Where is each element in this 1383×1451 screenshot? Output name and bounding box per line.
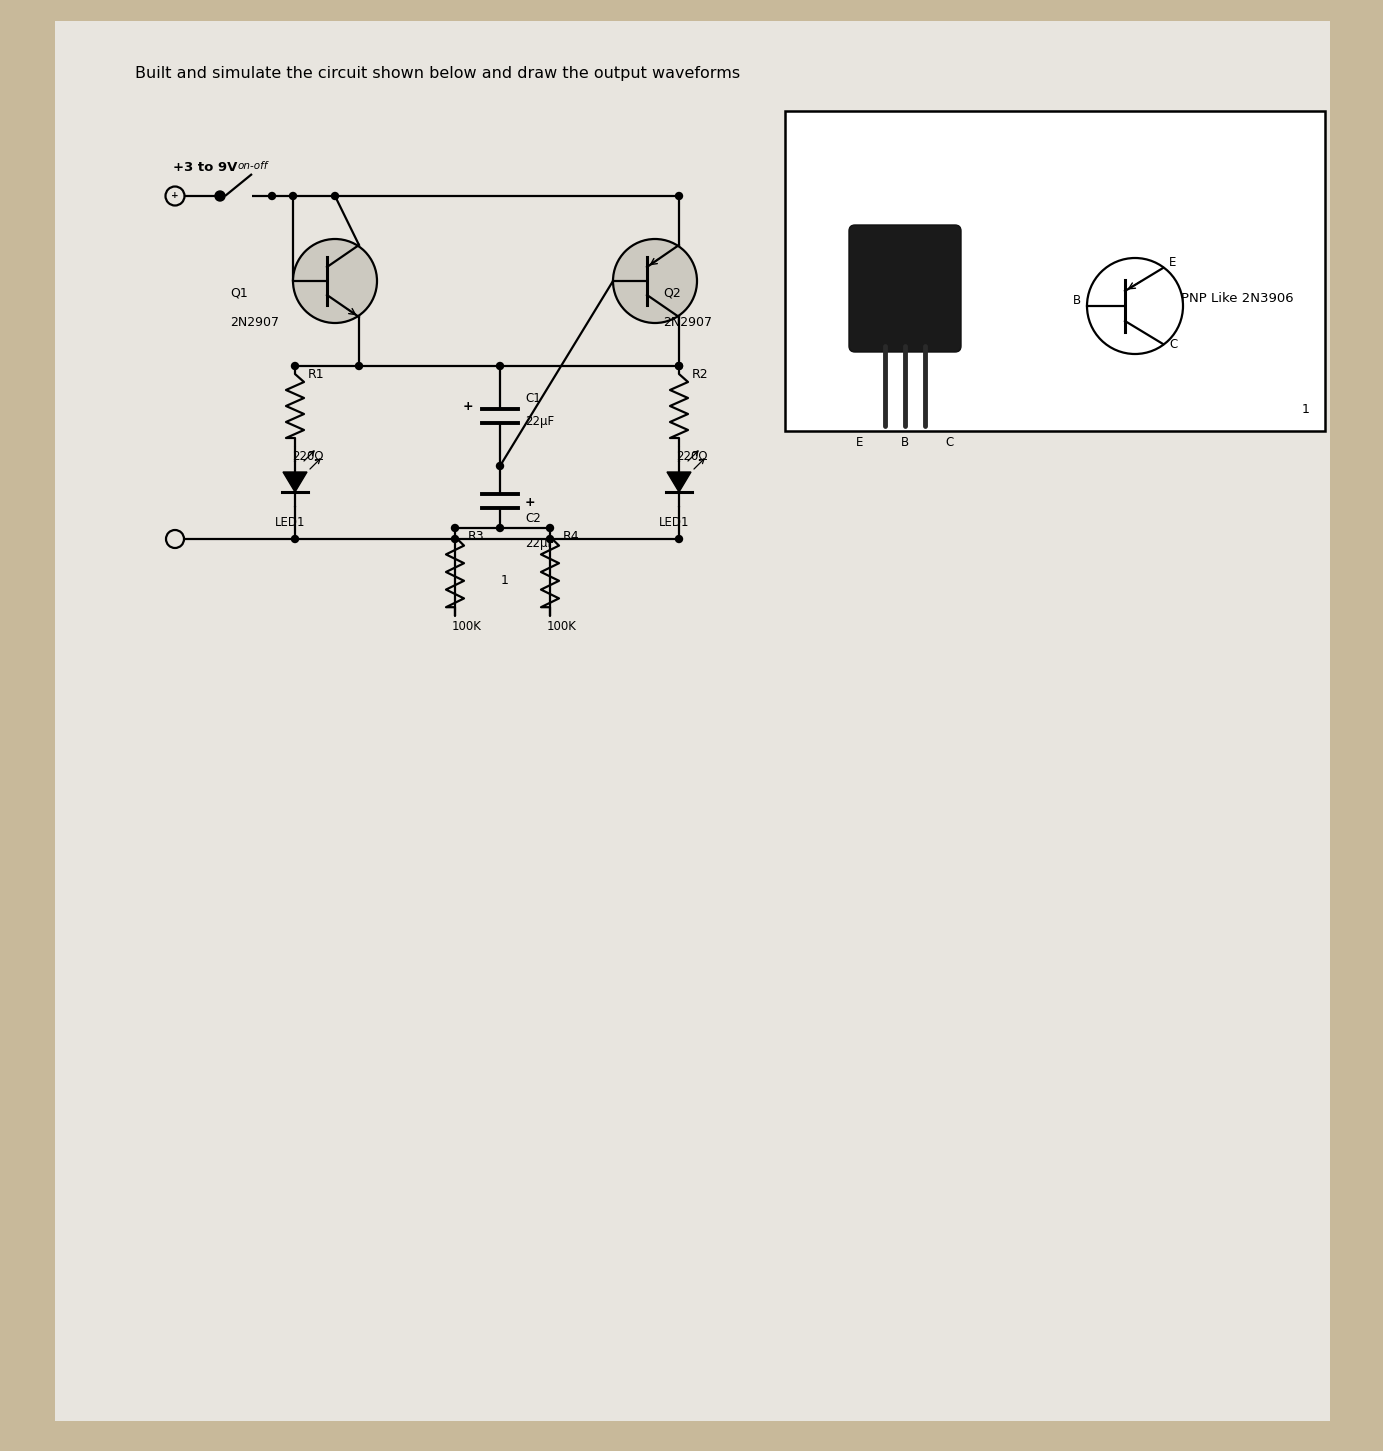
Circle shape: [292, 363, 299, 370]
Text: Q2: Q2: [662, 286, 680, 299]
Text: B: B: [900, 435, 909, 448]
Text: R3: R3: [467, 530, 484, 543]
Polygon shape: [284, 472, 307, 492]
Circle shape: [675, 193, 682, 199]
Text: PNP Like 2N3906: PNP Like 2N3906: [1181, 292, 1293, 305]
Circle shape: [214, 192, 225, 202]
Text: +: +: [171, 192, 178, 200]
Text: 2N2907: 2N2907: [662, 316, 712, 329]
Text: 220Ω: 220Ω: [292, 450, 324, 463]
Text: 1: 1: [1303, 403, 1310, 416]
FancyBboxPatch shape: [786, 110, 1325, 431]
Circle shape: [451, 524, 459, 531]
Text: +3 to 9V: +3 to 9V: [173, 161, 238, 174]
Text: C: C: [1169, 338, 1177, 351]
Text: LED1: LED1: [275, 517, 306, 530]
Text: B: B: [1073, 295, 1082, 308]
Text: R1: R1: [308, 369, 325, 382]
Circle shape: [675, 535, 682, 543]
Circle shape: [613, 239, 697, 324]
Text: C2: C2: [526, 512, 541, 525]
Text: Built and simulate the circuit shown below and draw the output waveforms: Built and simulate the circuit shown bel…: [136, 65, 740, 81]
Circle shape: [675, 363, 682, 370]
Text: 100K: 100K: [548, 620, 577, 633]
Circle shape: [546, 535, 553, 543]
Text: 1: 1: [501, 575, 509, 588]
Circle shape: [289, 193, 296, 199]
Text: 100K: 100K: [452, 620, 481, 633]
Circle shape: [268, 193, 275, 199]
Text: +: +: [462, 399, 473, 412]
Text: C1: C1: [526, 392, 541, 405]
Polygon shape: [667, 472, 692, 492]
Text: E: E: [1169, 257, 1177, 270]
FancyBboxPatch shape: [849, 225, 961, 353]
Text: on-off: on-off: [238, 161, 268, 171]
Text: 22μF: 22μF: [526, 537, 555, 550]
Text: Q1: Q1: [230, 286, 248, 299]
Circle shape: [451, 535, 459, 543]
Circle shape: [293, 239, 378, 324]
Circle shape: [332, 193, 339, 199]
Text: 220Ω: 220Ω: [676, 450, 708, 463]
Circle shape: [546, 524, 553, 531]
Text: 22μF: 22μF: [526, 415, 555, 428]
Text: C: C: [946, 435, 954, 448]
Text: LED1: LED1: [658, 517, 689, 530]
Circle shape: [496, 463, 503, 470]
Circle shape: [496, 524, 503, 531]
Text: R2: R2: [692, 369, 708, 382]
Text: R4: R4: [563, 530, 579, 543]
Circle shape: [292, 535, 299, 543]
Circle shape: [496, 363, 503, 370]
Text: +: +: [526, 496, 535, 509]
FancyBboxPatch shape: [55, 20, 1330, 1421]
Circle shape: [675, 363, 682, 370]
Circle shape: [355, 363, 362, 370]
Text: 2N2907: 2N2907: [230, 316, 279, 329]
Text: E: E: [856, 435, 864, 448]
